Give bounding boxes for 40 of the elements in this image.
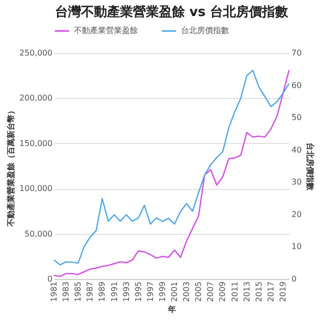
y2-tick-label: 30 — [292, 178, 302, 187]
x-tick-label: 1995 — [134, 282, 143, 302]
y-axis-title: 不動產業營業盈餘（百萬新台幣） — [5, 106, 16, 228]
x-tick-label: 1993 — [122, 282, 131, 302]
x-tick-label: 1981 — [50, 282, 58, 302]
chart-title: 台灣不動產業營業盈餘 vs 台北房價指數 — [54, 4, 290, 20]
y2-tick-label: 20 — [292, 210, 302, 219]
y2-tick-label: 50 — [292, 113, 302, 122]
x-tick-label: 2003 — [182, 282, 192, 302]
x-tick-label: 1987 — [86, 282, 95, 302]
y2-tick-label: 40 — [292, 145, 302, 154]
x-tick-label: 1999 — [158, 282, 167, 302]
x-tick-label: 2007 — [206, 282, 216, 302]
x-tick-label: 2011 — [230, 282, 240, 302]
x-tick-label: 2017 — [266, 282, 276, 302]
y2-tick-label: 70 — [292, 48, 302, 58]
y2-tick-label: 0 — [292, 274, 297, 284]
y-tick-label: 250,000 — [19, 48, 52, 58]
x-tick-label: 2015 — [254, 282, 264, 302]
x-tick-label: 2005 — [194, 282, 204, 302]
x-tick-label: 2009 — [218, 282, 228, 302]
y-tick-label: 50,000 — [24, 229, 52, 238]
x-tick-label: 2001 — [170, 282, 180, 302]
y-tick-label: 100,000 — [19, 184, 52, 194]
x-tick-label: 1989 — [98, 282, 107, 302]
x-tick-label: 2019 — [278, 282, 288, 302]
x-tick-label: 1985 — [74, 282, 83, 302]
x-tick-label: 1983 — [62, 282, 71, 302]
y-tick-label: 0 — [47, 274, 52, 284]
y2-tick-label: 60 — [292, 80, 302, 90]
y2-axis-title: 台北房價指數 — [306, 142, 316, 192]
y-tick-label: 150,000 — [19, 138, 52, 148]
legend-label: 台北房價指數 — [181, 26, 229, 35]
x-axis-title: 年 — [167, 304, 176, 314]
y-tick-label: 200,000 — [19, 94, 52, 103]
y2-tick-label: 10 — [292, 242, 302, 252]
x-tick-label: 1991 — [110, 282, 119, 302]
legend-label: 不動產業營業盈餘 — [74, 26, 138, 35]
x-tick-label: 1997 — [146, 282, 155, 302]
x-tick-label: 2013 — [242, 282, 252, 302]
